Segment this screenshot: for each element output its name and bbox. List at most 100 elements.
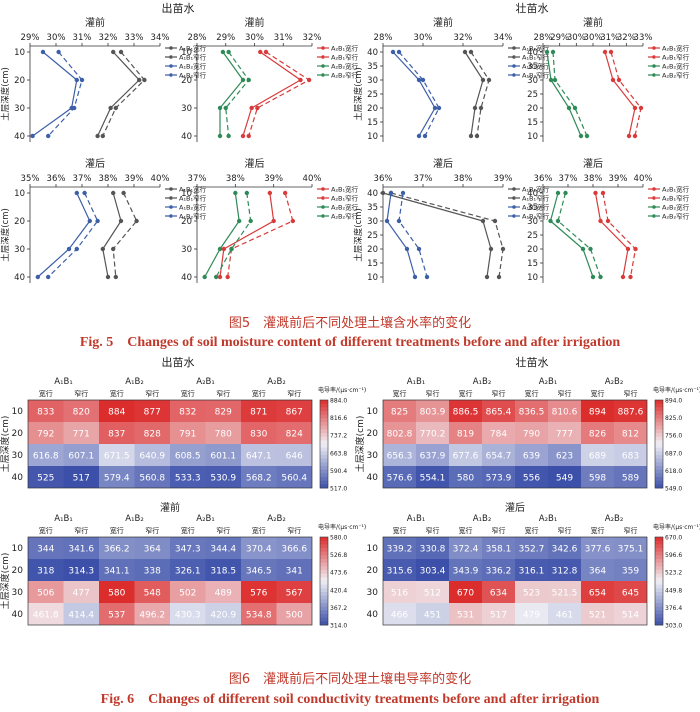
y-tick-label: 15	[527, 118, 538, 128]
moisture-panel-3: 灌前 28% 30% 32% 34% 40 35 30 25 20 15 10 土层深度(cm) A₁B₁…	[353, 16, 550, 142]
column-label: 宽行	[181, 526, 195, 535]
legend-marker	[512, 46, 516, 50]
colorbar-segment	[320, 559, 328, 564]
column-label: 窄行	[558, 526, 572, 535]
heatmap-cell-label: 608.5	[175, 452, 201, 462]
data-point	[412, 274, 418, 280]
colorbar-tick-label: 894.0	[665, 398, 682, 405]
legend-marker	[512, 64, 516, 68]
heatmap-cell-label: 318.5	[210, 567, 236, 577]
heatmap-cell-label: 567	[286, 589, 303, 599]
colorbar-tick-label: 670.0	[665, 535, 682, 542]
data-point	[625, 246, 631, 252]
heatmap-cell	[416, 444, 449, 466]
panel-title: 灌后	[85, 158, 105, 170]
y-tick-label: 10	[527, 132, 538, 142]
y-tick-label: 40	[14, 273, 25, 283]
heatmap-cell	[63, 466, 99, 488]
heatmap-cell	[134, 422, 170, 444]
heatmap-cell	[170, 444, 206, 466]
heatmap-cell-label: 837	[108, 430, 125, 440]
heatmap-cell	[581, 422, 614, 444]
heatmap-cell	[205, 466, 241, 488]
heatmap-cell	[548, 400, 581, 422]
row-label: 20	[12, 566, 24, 576]
heatmap-cell	[276, 537, 312, 559]
data-point	[40, 49, 46, 55]
legend-marker	[321, 187, 325, 191]
heatmap-cell	[449, 400, 482, 422]
colorbar-segment	[655, 444, 663, 449]
heatmap-cell-label: 372.4	[453, 545, 479, 555]
heatmap-cell-label: 451	[424, 611, 441, 621]
heatmap-cell-label: 865.4	[486, 408, 512, 418]
heatmap-cell-label: 689	[589, 452, 606, 462]
data-point	[478, 105, 484, 111]
group-label: A₁B₁	[54, 514, 72, 524]
x-tick-label: 31%	[73, 33, 92, 43]
colorbar-segment	[655, 588, 663, 593]
colorbar-segment	[655, 455, 663, 460]
heatmap-cell	[383, 444, 416, 466]
y-tick-label: 30	[181, 104, 192, 114]
heatmap-cell	[548, 559, 581, 581]
heatmap-cell	[99, 581, 135, 603]
y-tick-label: 40	[367, 189, 378, 199]
row-label: 30	[367, 451, 379, 461]
series-line	[557, 192, 602, 278]
heatmap-cell	[170, 466, 206, 488]
y-tick-label: 25	[527, 231, 538, 241]
group-label: A₁B₂	[125, 514, 143, 524]
data-point	[416, 77, 422, 83]
heatmap-cell	[416, 581, 449, 603]
heatmap-cell-label: 336.2	[486, 567, 512, 577]
y-tick-label: 10	[181, 189, 192, 199]
y-tick-label: 10	[367, 273, 378, 283]
data-point	[610, 77, 616, 83]
heatmap-frame	[382, 399, 648, 489]
heatmap-cell-label: 420.9	[210, 611, 236, 621]
heatmap-cell-label: 318	[37, 567, 54, 577]
group-label: A₁B₂	[473, 377, 491, 387]
legend-marker	[512, 187, 516, 191]
x-tick-label: 34%	[151, 33, 170, 43]
data-point	[638, 105, 644, 111]
heatmap-cell-label: 479	[523, 611, 540, 621]
colorbar-tick-label: 449.8	[665, 587, 682, 594]
heatmap-cell	[581, 559, 614, 581]
heatmap-cell-label: 531	[457, 611, 474, 621]
moisture-panel-6: 灌后 37% 38% 39% 40% 10 20 30 40 A₂B₁宽行A₂B₁窄行A₂B₂宽行…	[181, 158, 359, 283]
column-label: 宽行	[393, 389, 407, 398]
legend-marker	[652, 196, 656, 200]
data-point	[602, 49, 608, 55]
legend-label: A₂B₁窄行	[662, 53, 690, 62]
data-point	[229, 246, 234, 252]
x-tick-label: 39%	[264, 174, 283, 184]
colorbar-segment	[655, 577, 663, 582]
y-tick-label: 30	[14, 104, 25, 114]
heatmap-cell-label: 549	[556, 474, 573, 484]
data-point	[486, 77, 492, 83]
legend-marker	[169, 187, 173, 191]
series-line	[392, 51, 436, 137]
y-tick-label: 40	[367, 48, 378, 58]
heatmap-cell	[134, 559, 170, 581]
heatmap-cell	[134, 444, 170, 466]
column-label: 窄行	[624, 389, 638, 398]
data-point	[79, 77, 85, 83]
data-point	[137, 77, 142, 83]
colorbar-segment	[320, 548, 328, 553]
series-line	[248, 51, 311, 137]
row-label: 10	[12, 544, 24, 554]
legend-label: A₁B₂宽行	[179, 203, 207, 212]
heatmap-cell-label: 833	[37, 408, 54, 418]
legend-label: A₂B₂窄行	[662, 71, 690, 80]
heatmap-cell-label: 884	[108, 408, 125, 418]
legend-marker	[512, 214, 516, 218]
colorbar-segment	[655, 617, 663, 622]
data-point	[217, 246, 223, 252]
series-line	[398, 192, 428, 278]
heatmap-cell-label: 525	[37, 474, 54, 484]
